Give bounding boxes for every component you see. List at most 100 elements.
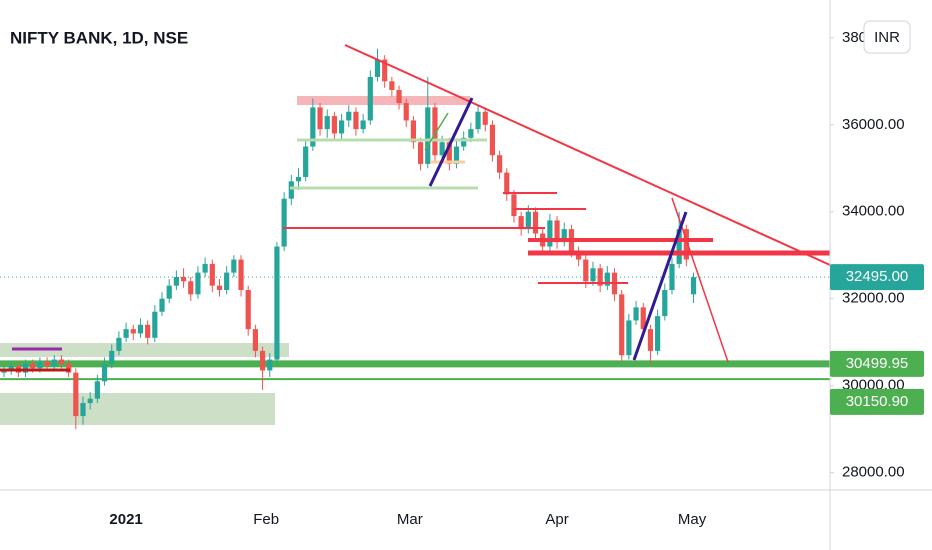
candle-body bbox=[281, 198, 287, 247]
candle-body bbox=[683, 229, 689, 260]
candle-body bbox=[497, 155, 503, 173]
candle-body bbox=[73, 372, 79, 417]
candle-body bbox=[676, 229, 682, 264]
price-label: 30499.95 bbox=[846, 355, 909, 372]
candle-body bbox=[1, 370, 7, 373]
candle-body bbox=[403, 103, 409, 121]
candle-body bbox=[288, 181, 294, 199]
price-label-box bbox=[830, 350, 924, 377]
candle-body bbox=[561, 229, 567, 243]
candle-body bbox=[202, 263, 208, 273]
candle-body bbox=[389, 81, 395, 90]
candle-body bbox=[116, 337, 122, 351]
candle-body bbox=[51, 359, 57, 367]
trend-line bbox=[344, 44, 831, 266]
currency-label[interactable]: INR bbox=[874, 29, 900, 46]
candle-body bbox=[597, 268, 603, 286]
candle-body bbox=[338, 120, 345, 134]
candle-body bbox=[425, 107, 431, 164]
candle-body bbox=[109, 350, 115, 364]
candle-body bbox=[482, 111, 488, 125]
price-label-box bbox=[830, 264, 924, 291]
candle-body bbox=[180, 276, 187, 282]
candle-body bbox=[346, 111, 352, 121]
zone bbox=[0, 343, 289, 357]
candle-body bbox=[80, 403, 86, 417]
x-tick-label: Mar bbox=[397, 511, 423, 528]
trend-line bbox=[424, 112, 449, 151]
candle-body bbox=[626, 320, 632, 356]
candle-body bbox=[231, 259, 237, 273]
candle-body bbox=[130, 329, 136, 334]
candle-body bbox=[461, 137, 467, 147]
candle-body bbox=[8, 366, 14, 371]
candle-body bbox=[647, 329, 654, 351]
candle-body bbox=[216, 285, 223, 290]
candle-body bbox=[690, 277, 697, 295]
candle-body bbox=[30, 363, 36, 369]
candle-body bbox=[396, 90, 402, 104]
candle-body bbox=[410, 120, 417, 143]
candle-body bbox=[22, 363, 29, 373]
price-label: 32495.00 bbox=[846, 268, 909, 285]
candle-body bbox=[159, 298, 165, 312]
candle-body bbox=[145, 324, 151, 338]
candle-body bbox=[475, 111, 481, 130]
candle-body bbox=[417, 142, 424, 164]
candle-body bbox=[547, 220, 553, 247]
candle-body bbox=[66, 363, 72, 373]
candle-body bbox=[604, 272, 610, 286]
candle-body bbox=[173, 276, 179, 286]
x-tick-label: 2021 bbox=[109, 511, 142, 528]
candle-body bbox=[188, 281, 194, 295]
x-tick-label: Feb bbox=[253, 511, 279, 528]
candle-body bbox=[511, 194, 517, 217]
candle-body bbox=[446, 142, 452, 164]
currency-button[interactable]: INR bbox=[863, 20, 911, 54]
candle-body bbox=[662, 290, 668, 317]
title-bg bbox=[4, 24, 188, 54]
candle-body bbox=[259, 350, 266, 371]
price-lines bbox=[0, 276, 830, 381]
candle-body bbox=[432, 107, 438, 156]
candle-body bbox=[619, 294, 625, 356]
candle-body bbox=[554, 220, 560, 243]
candle-body bbox=[374, 59, 381, 77]
candle-body bbox=[655, 316, 661, 351]
candle-body bbox=[101, 363, 108, 382]
x-tick-label: May bbox=[678, 511, 707, 528]
trend-line bbox=[428, 97, 474, 187]
candle-body bbox=[518, 216, 524, 230]
candle-body bbox=[468, 129, 474, 138]
candle-body bbox=[267, 359, 273, 371]
candle-body bbox=[324, 116, 330, 130]
candle-body bbox=[353, 111, 359, 130]
price-labels: 32495.00 30499.95 30150.90 bbox=[830, 264, 924, 415]
candle-body bbox=[195, 272, 201, 295]
candle-body bbox=[252, 329, 258, 351]
zone bbox=[0, 393, 275, 425]
candle-body bbox=[37, 361, 43, 369]
y-tick-label: 28000.00 bbox=[842, 464, 905, 481]
y-tick-label: 34000.00 bbox=[842, 203, 905, 220]
candle-body bbox=[489, 124, 496, 156]
candle-body bbox=[87, 398, 93, 404]
candle-body bbox=[360, 120, 366, 130]
candle-body bbox=[504, 172, 510, 195]
candle-body bbox=[44, 361, 50, 367]
candles bbox=[1, 48, 697, 430]
price-label-box bbox=[830, 388, 924, 415]
chart-title: NIFTY BANK, 1D, NSE bbox=[10, 28, 188, 47]
candle-body bbox=[245, 290, 251, 330]
candle-body bbox=[633, 307, 639, 321]
zone bbox=[297, 96, 470, 105]
candle-body bbox=[303, 146, 309, 177]
y-tick-label: 32000.00 bbox=[842, 290, 905, 307]
candle-body bbox=[367, 76, 373, 121]
currency-button-box[interactable] bbox=[863, 20, 911, 54]
candle-body bbox=[295, 176, 302, 182]
candle-body bbox=[94, 381, 100, 399]
